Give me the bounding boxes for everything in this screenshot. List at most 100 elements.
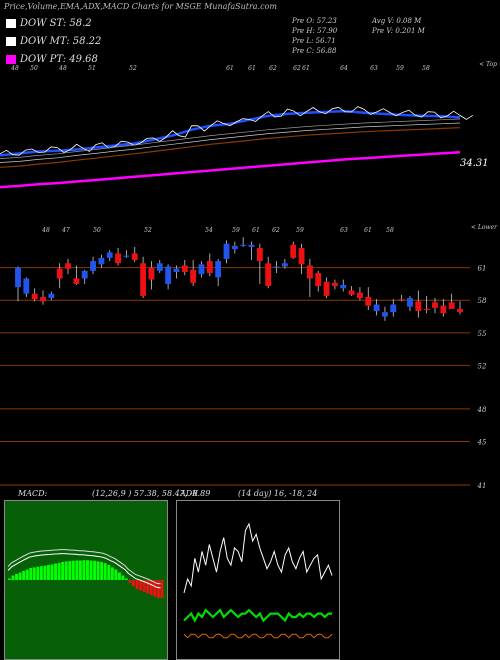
candle-body (223, 243, 230, 259)
candle-body (148, 267, 155, 280)
macd-bar (153, 580, 157, 597)
candle-body (40, 296, 46, 302)
legend-label: DOW PT: 49.68 (20, 54, 98, 65)
price-level-label: 52 (478, 362, 487, 370)
candle-body (248, 244, 255, 247)
legend-swatch (6, 55, 16, 64)
candlesticks (15, 237, 463, 321)
candle-date-label: 52 (144, 227, 152, 234)
candle-date-label: 58 (386, 227, 394, 234)
candle-body (281, 263, 288, 267)
candle-body (240, 244, 247, 246)
adx-label: ADX (180, 489, 198, 498)
ema-last-value: 34.31 (460, 158, 489, 169)
candle-body (198, 264, 205, 275)
macd-bar (8, 578, 11, 580)
macd-bar (64, 561, 68, 580)
ema-date-label: 61 (248, 65, 256, 72)
macd-bar (71, 560, 75, 580)
macd-bar (18, 572, 22, 580)
candle-panel: 48 47 50 52 54 59 61 62 59 63 61 58 < Lower 61 58 55 5… (0, 224, 498, 490)
candle-body (348, 290, 355, 295)
macd-bar (156, 580, 160, 598)
candle-body (106, 252, 113, 258)
candle-date-label: 48 (41, 227, 50, 234)
adx-frame (176, 500, 340, 660)
ema-series-line (0, 122, 461, 163)
candle-body (31, 293, 38, 300)
ema-date-label: 58 (422, 65, 430, 72)
macd-bar (103, 563, 107, 580)
candle-body (140, 263, 147, 296)
macd-label: MACD: (18, 489, 48, 498)
legend-swatch (6, 19, 16, 28)
chart-title: Price,Volume,EMA,ADX,MACD Charts for MSG… (4, 2, 277, 11)
candle-body (73, 278, 80, 284)
candle-body (115, 253, 121, 264)
ema-date-label: 52 (129, 65, 137, 72)
candle-body (190, 269, 197, 283)
ema-date-label: 59 (396, 65, 404, 72)
adx-params: (14 day) 16, -18, 24 (238, 489, 318, 498)
macd-line (7, 549, 161, 585)
price-level-label: 61 (478, 265, 487, 273)
candle-body (423, 308, 430, 310)
macd-bar (75, 560, 79, 580)
candle-body (15, 267, 21, 288)
candle-body (173, 268, 180, 272)
candle-body (398, 299, 405, 301)
stat-open: Pre O: 57.23 (292, 17, 337, 25)
price-level-label: 58 (478, 297, 487, 305)
candle-body (340, 285, 347, 289)
adx-series-line (183, 522, 333, 594)
macd-params: (12,26,9 ) 57.38, 58.47, -0.89 (92, 489, 211, 498)
macd-bar (22, 571, 26, 580)
candle-body (382, 312, 388, 317)
macd-bar (47, 565, 50, 580)
legend-dow-pt: DOW PT: 49.68 (6, 54, 98, 65)
candle-body (131, 253, 138, 260)
stat-avg-volume: Avg V: 0.08 M (372, 17, 422, 25)
macd-bar (89, 560, 93, 580)
candle-date-label: 63 (340, 227, 348, 234)
candle-body (306, 265, 313, 279)
ema-date-label: 51 (88, 65, 96, 72)
macd-bar (160, 580, 164, 598)
ema-date-label: 48 (10, 65, 19, 72)
macd-bar (57, 562, 61, 580)
candle-body (298, 248, 305, 265)
candle-body (256, 248, 263, 262)
macd-line (7, 553, 161, 589)
candle-body (48, 293, 55, 299)
ema-date-label: 48 (58, 65, 67, 72)
legend-dow-mt: DOW MT: 58.22 (6, 36, 101, 47)
legend-label: DOW MT: 58.22 (20, 36, 102, 47)
candle-body (290, 244, 297, 258)
candle-date-labels: 48 47 50 52 54 59 61 62 59 63 61 58 (41, 227, 394, 234)
candle-body (56, 268, 63, 279)
adx-panel (176, 500, 340, 660)
legend-dow-st: DOW ST: 58.2 (6, 18, 92, 29)
macd-bar (121, 575, 125, 580)
candle-date-label: 59 (232, 227, 240, 234)
macd-bar (139, 580, 143, 591)
candle-body (323, 281, 330, 296)
macd-bar (128, 580, 132, 583)
candle-date-label: 61 (364, 227, 372, 234)
ema-date-label: 50 (30, 65, 38, 72)
ema-panel: 48 50 48 51 52 61 61 62 62 61 64 63 59 58 < Top 34.31 (0, 61, 497, 189)
adx-series-line (183, 608, 332, 623)
candle-date-label: 62 (272, 227, 280, 234)
candle-body (123, 255, 130, 257)
macd-panel (4, 500, 168, 660)
candle-body (331, 282, 338, 287)
candle-body (156, 263, 163, 271)
price-level-lines: 61 58 55 52 48 45 41 (0, 265, 487, 490)
candle-date-label: 54 (205, 227, 213, 234)
ema-price-trace (0, 106, 474, 156)
candle-date-label: 47 (61, 227, 70, 234)
candle-body (273, 266, 280, 268)
stat-pre-volume: Pre V: 0.201 M (372, 27, 425, 35)
candle-body (231, 245, 238, 250)
candle-body (215, 261, 222, 278)
